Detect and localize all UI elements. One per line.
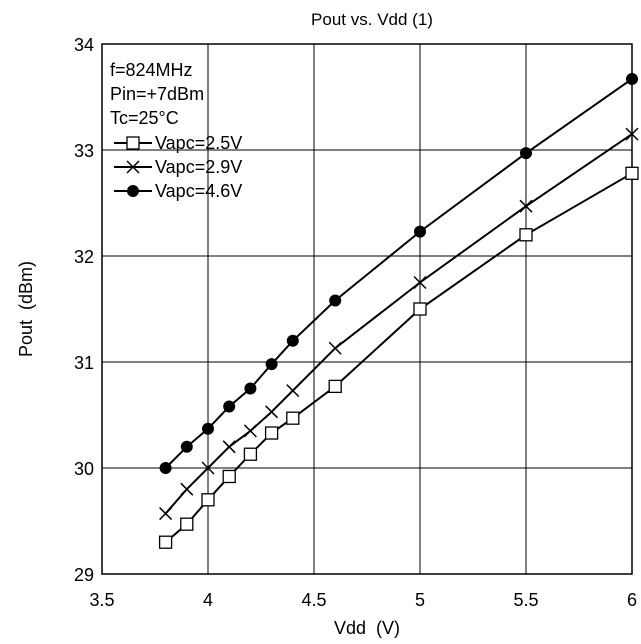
marker-square <box>328 379 342 394</box>
marker-x <box>243 424 257 438</box>
series-filled-circle <box>159 72 638 474</box>
series-line <box>164 172 633 543</box>
marker-square <box>286 411 300 425</box>
marker-circle <box>286 334 299 347</box>
x-tick-label: 6 <box>627 590 637 610</box>
marker-square <box>222 469 236 484</box>
marker-square <box>413 302 427 316</box>
marker-square <box>243 447 258 461</box>
chart-title: Pout vs. Vdd (1) <box>311 10 433 29</box>
x-tick-labels: 3.5 4 4.5 5 5.5 6 <box>89 590 637 610</box>
plot-frame <box>101 43 633 575</box>
legend: Vapc=2.5V Vapc=2.9V Vapc=4.6V <box>114 133 242 201</box>
marker-circle <box>223 400 236 413</box>
series-layer <box>158 72 639 549</box>
legend-label: Vapc=4.6V <box>155 181 242 201</box>
y-tick-label: 33 <box>74 141 94 161</box>
marker-circle <box>414 225 426 238</box>
marker-x <box>286 384 300 398</box>
marker-square <box>201 493 215 507</box>
y-tick-labels: 29 30 31 32 33 34 <box>74 35 94 585</box>
marker-circle <box>180 440 193 453</box>
marker-square <box>519 228 533 242</box>
legend-entry: Vapc=4.6V <box>114 181 242 201</box>
marker-square <box>180 517 194 531</box>
legend-label: Vapc=2.9V <box>155 157 242 177</box>
x-tick-label: 5.5 <box>513 590 538 610</box>
marker-circle <box>329 294 342 307</box>
y-axis-label: Pout (dBm) <box>16 261 36 357</box>
marker-square <box>625 166 639 180</box>
x-axis-label: Vdd (V) <box>334 618 400 638</box>
marker-x <box>222 440 236 454</box>
marker-square <box>264 426 279 440</box>
marker-x <box>413 275 427 290</box>
marker-x <box>126 160 140 174</box>
x-tick-label: 4.5 <box>301 590 326 610</box>
marker-square <box>158 535 173 549</box>
condition-notes: f=824MHz Pin=+7dBm Tc=25°C <box>110 60 204 128</box>
marker-x <box>180 482 194 496</box>
x-tick-label: 4 <box>203 590 213 610</box>
legend-label: Vapc=2.5V <box>155 133 242 153</box>
x-tick-label: 3.5 <box>89 590 114 610</box>
condition-input-power: Pin=+7dBm <box>110 84 204 104</box>
x-tick-label: 5 <box>415 590 425 610</box>
marker-x <box>625 127 639 141</box>
marker-x <box>201 461 215 475</box>
condition-frequency: f=824MHz <box>110 60 193 80</box>
marker-circle <box>244 382 257 395</box>
y-tick-label: 30 <box>74 459 94 479</box>
marker-x <box>519 199 533 213</box>
marker-circle <box>159 462 172 474</box>
series-x <box>159 127 639 521</box>
series-open-square <box>158 166 639 549</box>
marker-circle <box>520 147 532 160</box>
legend-entry: Vapc=2.9V <box>114 157 242 177</box>
y-tick-label: 34 <box>74 35 94 55</box>
marker-circle <box>265 358 278 371</box>
marker-x <box>159 507 173 521</box>
marker-x <box>265 405 279 419</box>
y-tick-label: 29 <box>74 565 94 585</box>
y-tick-label: 32 <box>74 247 94 267</box>
legend-entry: Vapc=2.5V <box>114 133 242 153</box>
marker-x <box>328 341 342 355</box>
marker-square <box>126 136 140 150</box>
marker-circle <box>127 185 139 197</box>
marker-circle <box>202 422 214 435</box>
marker-circle <box>626 72 638 85</box>
y-tick-label: 31 <box>74 353 94 373</box>
condition-temperature: Tc=25°C <box>110 108 179 128</box>
